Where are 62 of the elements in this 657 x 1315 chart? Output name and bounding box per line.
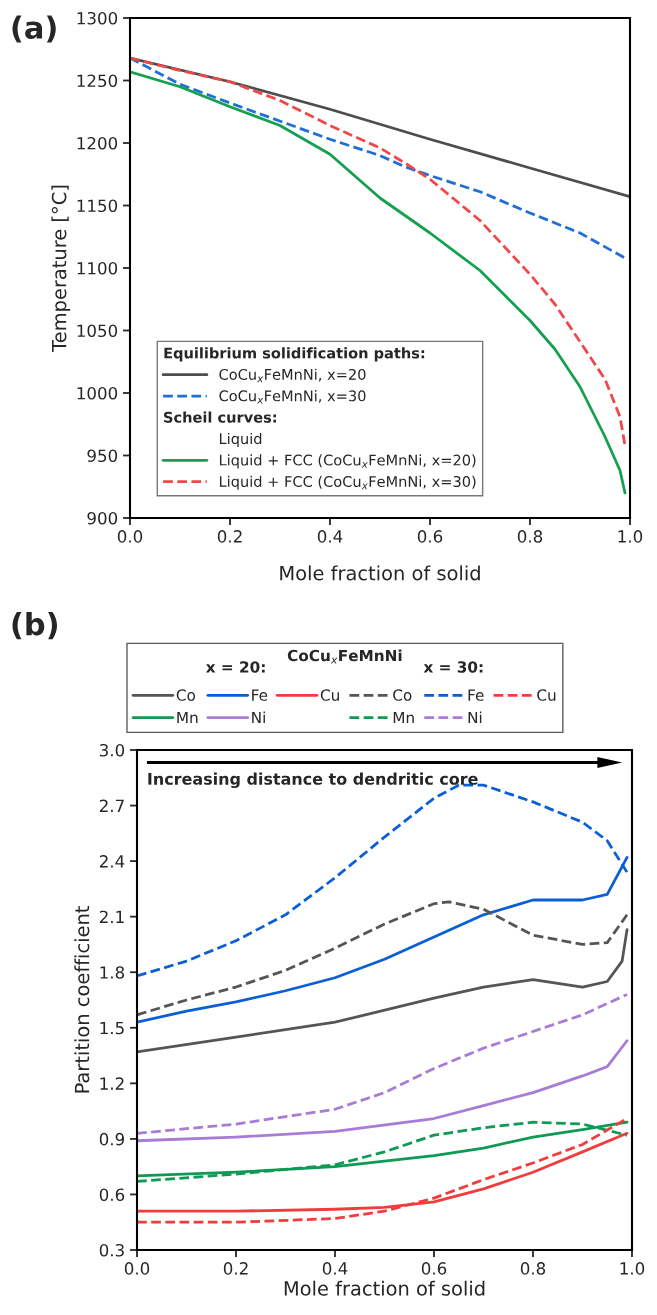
y-tick-label: 0.3 <box>99 1243 124 1257</box>
y-tick-label: 1150 <box>77 199 118 213</box>
x-tick-label: 0.6 <box>417 530 443 543</box>
y-axis-title: Temperature [°C] <box>51 185 71 352</box>
y-tick-label: 900 <box>87 511 118 525</box>
y-tick-label: 2.7 <box>99 799 124 812</box>
text: x = 20: <box>205 661 265 673</box>
x-axis-title: Mole fraction of solid <box>284 1280 485 1296</box>
x-tick-label: 0.0 <box>124 1262 150 1275</box>
x-tick-label: 0.8 <box>520 1262 546 1275</box>
x-tick-label: 0.6 <box>421 1262 447 1275</box>
y-tick-label: 1.5 <box>100 1021 124 1035</box>
y-tick-label: 950 <box>87 449 118 463</box>
line-series <box>137 928 629 1054</box>
y-tick-label: 1300 <box>77 11 118 25</box>
line-series <box>137 1039 629 1143</box>
text: (b) <box>12 611 58 640</box>
annotation: Liquid <box>219 432 262 447</box>
x-axis-title: Mole fraction of solid <box>280 565 480 581</box>
x-tick-label: 1.0 <box>618 530 643 543</box>
legend-label: Cu <box>320 689 339 701</box>
text: x = 30: <box>423 661 483 673</box>
legend-label: Fe <box>252 689 268 701</box>
y-tick-label: 0.9 <box>99 1132 125 1146</box>
y-tick-label: 1100 <box>77 261 118 275</box>
x-tick-label: 0.4 <box>317 530 343 543</box>
y-tick-label: 1200 <box>77 136 118 150</box>
legend-label: Liquid + FCC (CoCu$_{x}$FeMnNi, x=30) <box>219 475 476 490</box>
y-tick-label: 1000 <box>77 386 118 400</box>
legend-title: CoCu$_{x}$FeMnNi <box>287 649 402 664</box>
y-tick-label: 2.4 <box>99 855 125 868</box>
x-tick-label: 0.4 <box>322 1262 348 1275</box>
y-axis-title: Partition coefficient <box>74 906 90 1093</box>
legend-title: Equilibrium solidification paths: <box>164 347 425 362</box>
legend-label: Co <box>393 689 412 701</box>
y-tick-label: 1250 <box>77 74 118 88</box>
text: (a) <box>12 15 56 43</box>
legend-label: CoCu$_{x}$FeMnNi, x=30 <box>219 390 366 404</box>
legend-label: Co <box>176 689 196 701</box>
legend-label: CoCu$_{x}$FeMnNi, x=20 <box>219 368 366 383</box>
line-series <box>137 900 629 1017</box>
annotation: Increasing distance to dendritic core <box>148 772 478 789</box>
y-tick-label: 3.0 <box>99 743 125 757</box>
y-tick-label: 1.2 <box>100 1077 124 1090</box>
legend-label: Ni <box>468 711 482 724</box>
legend-label: Liquid + FCC (CoCu$_{x}$FeMnNi, x=20) <box>219 454 476 469</box>
x-tick-label: 0.2 <box>217 530 242 543</box>
y-tick-label: 0.6 <box>99 1188 125 1202</box>
legend-label: Ni <box>252 711 265 724</box>
y-tick-label: 1050 <box>77 324 118 338</box>
line-series <box>137 993 629 1135</box>
y-tick-label: 2.1 <box>99 910 124 923</box>
y-tick-label: 1.8 <box>100 966 125 979</box>
x-tick-label: 0.8 <box>517 530 543 543</box>
legend-label: Fe <box>468 689 484 701</box>
x-tick-label: 1.0 <box>620 1262 645 1275</box>
x-tick-label: 0.0 <box>117 530 143 543</box>
x-tick-label: 0.2 <box>223 1262 248 1275</box>
legend-label: Mn <box>393 711 414 724</box>
legend-label: Mn <box>177 711 198 724</box>
legend-label: Cu <box>537 689 556 701</box>
annotation: Scheil curves: <box>164 411 276 423</box>
